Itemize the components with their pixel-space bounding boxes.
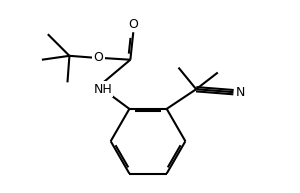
Text: O: O: [94, 51, 103, 64]
Text: O: O: [128, 18, 138, 31]
Text: NH: NH: [94, 83, 112, 96]
Text: N: N: [236, 86, 245, 99]
